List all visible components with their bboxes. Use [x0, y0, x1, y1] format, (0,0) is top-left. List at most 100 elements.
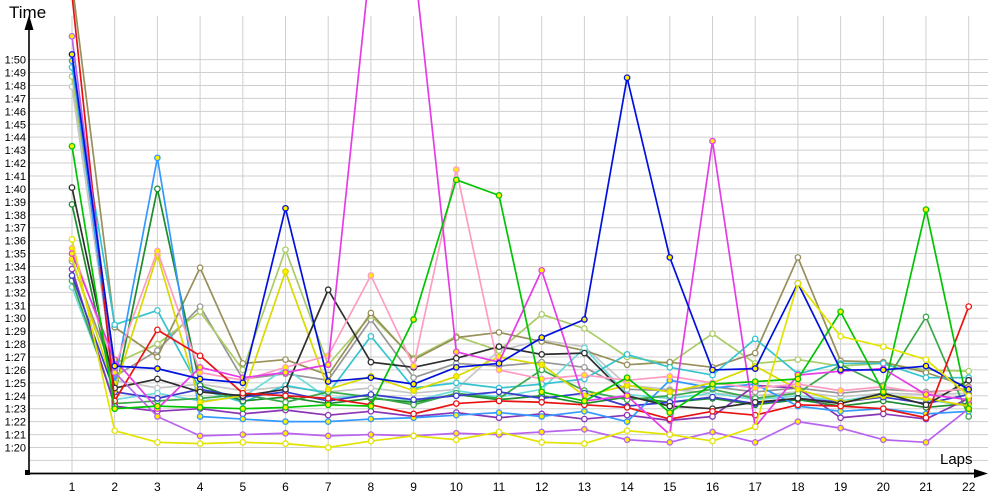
data-point-marker: [68, 272, 76, 279]
data-point-marker: [495, 192, 503, 199]
series-line-magenta: [68, 0, 973, 438]
data-point-marker: [452, 379, 460, 387]
data-point-marker: [581, 397, 588, 405]
data-point-marker: [837, 366, 844, 374]
data-point-marker: [68, 32, 76, 40]
data-point-marker: [239, 438, 247, 446]
data-point-marker: [154, 307, 161, 314]
data-point-marker: [367, 374, 375, 382]
data-point-marker: [965, 303, 973, 310]
series-path-red: [71, 0, 970, 420]
data-point-marker: [239, 405, 247, 413]
data-point-marker: [581, 349, 588, 357]
x-tick-label: 19: [834, 480, 848, 494]
data-point-marker: [922, 313, 930, 321]
data-point-marker: [111, 321, 119, 329]
y-tick-labels: 1:201:211:221:231:241:251:261:271:281:29…: [5, 55, 26, 455]
data-point-marker: [154, 340, 161, 348]
y-tick-label: 1:29: [5, 326, 26, 338]
y-tick-label: 1:26: [5, 365, 26, 377]
x-tick-label: 7: [325, 480, 332, 494]
data-point-marker: [709, 393, 716, 401]
data-point-marker: [751, 384, 759, 392]
data-point-marker: [111, 362, 119, 370]
data-point-marker: [367, 391, 375, 398]
y-tick-label: 1:28: [5, 339, 26, 351]
series-path-gray: [71, 260, 970, 395]
data-point-marker: [623, 392, 631, 400]
x-tick-label: 6: [282, 480, 289, 494]
data-point-marker: [324, 401, 332, 409]
y-tick-label: 1:50: [5, 55, 26, 67]
data-point-marker: [965, 367, 973, 375]
x-tick-label: 15: [663, 480, 677, 494]
data-point-marker: [922, 414, 930, 422]
y-tick-label: 1:27: [5, 352, 26, 364]
y-tick-label: 1:44: [5, 132, 26, 144]
data-point-marker: [623, 411, 631, 419]
data-point-marker: [324, 378, 332, 385]
data-point-marker: [282, 204, 289, 212]
data-point-marker: [538, 438, 546, 446]
data-point-marker: [282, 429, 289, 437]
data-point-marker: [751, 365, 759, 372]
data-point-marker: [623, 427, 631, 435]
axis-origin-marker: [25, 470, 30, 475]
x-tick-label: 14: [620, 480, 634, 494]
x-tick-label: 11: [493, 480, 506, 494]
series-path-gold: [71, 253, 970, 407]
data-point-marker: [452, 354, 460, 362]
data-point-marker: [495, 366, 503, 374]
data-point-marker: [282, 369, 289, 376]
data-point-marker: [452, 436, 460, 444]
data-point-marker: [666, 402, 674, 410]
data-point-marker: [879, 436, 887, 444]
data-point-marker: [837, 402, 844, 410]
data-point-marker: [324, 418, 332, 425]
y-tick-label: 1:39: [5, 197, 26, 209]
data-point-marker: [68, 142, 76, 150]
data-point-marker: [154, 402, 161, 410]
y-tick-label: 1:46: [5, 106, 26, 118]
data-point-marker: [538, 351, 546, 358]
data-point-marker: [666, 254, 674, 261]
data-point-marker: [111, 369, 119, 376]
y-tick-label: 1:45: [5, 119, 26, 131]
data-point-marker: [154, 247, 161, 255]
series-path-pink: [71, 168, 970, 395]
series-path-purple: [71, 268, 970, 422]
data-point-marker: [709, 366, 716, 374]
data-point-marker: [239, 431, 247, 438]
y-tick-label: 1:23: [5, 404, 26, 416]
data-point-marker: [751, 423, 759, 431]
x-tick-label: 10: [450, 480, 464, 494]
y-tick-label: 1:33: [5, 274, 26, 286]
series-path-black: [71, 186, 970, 410]
data-point-marker: [709, 428, 716, 436]
data-point-marker: [452, 348, 460, 356]
data-point-marker: [751, 349, 759, 357]
data-point-marker: [837, 308, 844, 316]
data-point-marker: [452, 373, 460, 380]
data-point-marker: [452, 429, 460, 437]
series-line-black: [68, 184, 973, 413]
series-line-sky-blue: [68, 57, 973, 425]
x-tick-label: 5: [239, 480, 246, 494]
data-point-marker: [367, 332, 375, 340]
y-tick-label: 1:42: [5, 158, 26, 170]
data-point-marker: [367, 431, 375, 438]
data-point-marker: [196, 352, 204, 360]
data-point-marker: [495, 428, 503, 436]
data-point-marker: [196, 308, 204, 316]
data-point-marker: [581, 371, 588, 379]
data-point-marker: [922, 206, 930, 213]
data-point-marker: [196, 375, 204, 383]
y-tick-label: 1:24: [5, 391, 26, 403]
y-tick-label: 1:41: [5, 171, 26, 183]
data-point-marker: [581, 426, 588, 433]
x-tick-label: 1: [69, 480, 76, 494]
data-point-marker: [452, 176, 460, 184]
data-point-marker: [367, 309, 375, 317]
data-point-marker: [154, 375, 161, 383]
